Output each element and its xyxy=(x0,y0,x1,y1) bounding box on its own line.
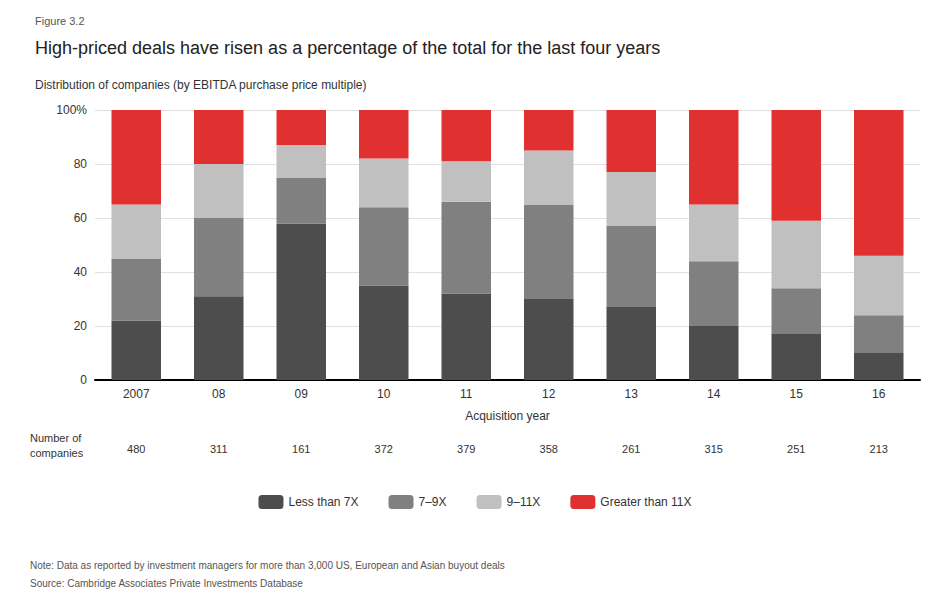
svg-text:379: 379 xyxy=(457,443,475,455)
svg-text:companies: companies xyxy=(30,447,84,459)
svg-text:0: 0 xyxy=(80,373,87,387)
svg-text:161: 161 xyxy=(292,443,310,455)
svg-text:358: 358 xyxy=(540,443,558,455)
svg-text:60: 60 xyxy=(74,211,88,225)
svg-text:11: 11 xyxy=(460,387,473,401)
svg-text:10: 10 xyxy=(377,387,391,401)
svg-text:100%: 100% xyxy=(56,103,87,117)
svg-text:20: 20 xyxy=(74,319,88,333)
svg-text:7–9X: 7–9X xyxy=(419,495,447,509)
svg-text:14: 14 xyxy=(707,387,721,401)
svg-text:Figure 3.2: Figure 3.2 xyxy=(35,15,85,27)
svg-text:16: 16 xyxy=(872,387,886,401)
svg-text:80: 80 xyxy=(74,157,88,171)
svg-text:Less than 7X: Less than 7X xyxy=(288,495,358,509)
svg-text:251: 251 xyxy=(787,443,805,455)
svg-text:Greater than 11X: Greater than 11X xyxy=(600,495,691,509)
svg-text:High-priced deals have risen a: High-priced deals have risen as a percen… xyxy=(35,38,660,58)
svg-text:40: 40 xyxy=(74,265,88,279)
svg-text:480: 480 xyxy=(127,443,145,455)
svg-text:261: 261 xyxy=(622,443,640,455)
svg-text:Note: Data as reported by inve: Note: Data as reported by investment man… xyxy=(30,560,505,571)
svg-text:Number of: Number of xyxy=(30,432,82,444)
svg-text:13: 13 xyxy=(625,387,639,401)
svg-text:09: 09 xyxy=(295,387,309,401)
svg-text:315: 315 xyxy=(705,443,723,455)
svg-text:2007: 2007 xyxy=(123,387,150,401)
svg-text:Distribution of companies (by: Distribution of companies (by EBITDA pur… xyxy=(35,78,366,92)
svg-text:9–11X: 9–11X xyxy=(507,495,541,509)
svg-text:15: 15 xyxy=(790,387,804,401)
svg-text:372: 372 xyxy=(375,443,393,455)
svg-text:Acquisition year: Acquisition year xyxy=(465,409,550,423)
svg-text:311: 311 xyxy=(210,443,228,455)
svg-text:12: 12 xyxy=(542,387,556,401)
svg-text:Source: Cambridge Associates P: Source: Cambridge Associates Private Inv… xyxy=(30,578,303,589)
svg-text:213: 213 xyxy=(870,443,888,455)
svg-text:08: 08 xyxy=(212,387,226,401)
